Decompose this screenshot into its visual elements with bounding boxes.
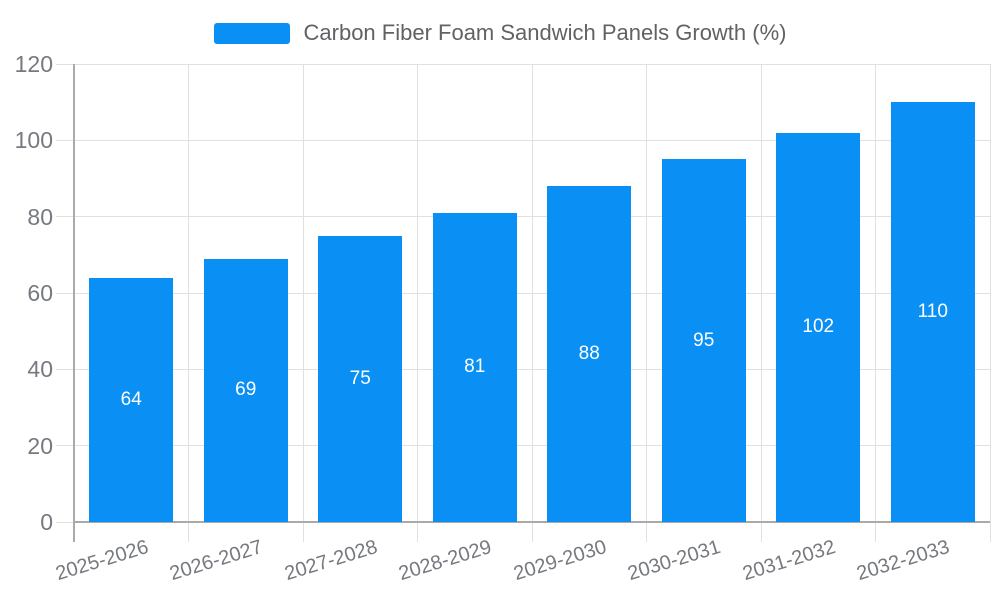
y-gridline (56, 216, 990, 218)
bar[interactable] (318, 235, 403, 522)
x-gridline (417, 64, 418, 542)
bar[interactable] (89, 277, 174, 522)
x-axis-line (74, 521, 990, 523)
bar[interactable] (547, 186, 632, 522)
y-axis-tick-label: 80 (27, 203, 53, 230)
y-axis-tick-label: 120 (14, 51, 53, 77)
bar-value-label: 110 (917, 301, 948, 323)
bar[interactable] (661, 159, 746, 522)
legend[interactable]: Carbon Fiber Foam Sandwich Panels Growth… (0, 21, 1000, 45)
x-gridline (760, 64, 762, 542)
x-axis-tick-label: 2026-2027 (167, 536, 266, 586)
y-axis-tick-label: 0 (40, 509, 53, 535)
x-axis-tick-label: 2028-2029 (396, 536, 495, 586)
y-axis-tick-label: 100 (14, 127, 53, 154)
x-axis-tick-label: 2030-2031 (625, 536, 724, 586)
y-gridline (56, 445, 990, 447)
y-axis-tick-label: 40 (27, 356, 53, 383)
x-gridline (302, 64, 304, 542)
y-axis-tick-label: 60 (27, 280, 53, 306)
x-axis-tick-label: 2029-2030 (510, 536, 609, 586)
x-gridline (646, 64, 647, 542)
x-axis-tick-label: 2025-2026 (52, 536, 151, 586)
bar-value-label: 81 (464, 356, 486, 378)
x-gridline (989, 64, 991, 542)
x-gridline (188, 64, 189, 542)
bar-value-label: 69 (235, 379, 257, 401)
bar[interactable] (432, 212, 517, 522)
bar[interactable] (776, 132, 861, 522)
y-gridline (56, 63, 990, 65)
x-gridline (531, 64, 533, 542)
bar[interactable] (203, 258, 288, 522)
bar[interactable] (890, 102, 975, 522)
legend-swatch (213, 22, 290, 44)
x-axis-tick-label: 2031-2032 (739, 536, 838, 586)
legend-label: Carbon Fiber Foam Sandwich Panels Growth… (303, 20, 787, 45)
x-axis-tick-label: 2032-2033 (854, 536, 953, 586)
bar-value-label: 102 (802, 316, 835, 338)
bar-value-label: 88 (578, 343, 600, 365)
x-gridline (875, 64, 876, 542)
bar-value-label: 75 (349, 367, 371, 389)
y-axis-tick-label: 20 (27, 432, 53, 459)
bar-value-label: 64 (120, 388, 142, 410)
x-axis-tick-label: 2027-2028 (281, 536, 380, 586)
bar-value-label: 95 (693, 329, 715, 351)
y-gridline (56, 292, 990, 294)
y-gridline (56, 139, 990, 141)
y-gridline (56, 368, 990, 370)
y-axis-line (73, 64, 75, 542)
